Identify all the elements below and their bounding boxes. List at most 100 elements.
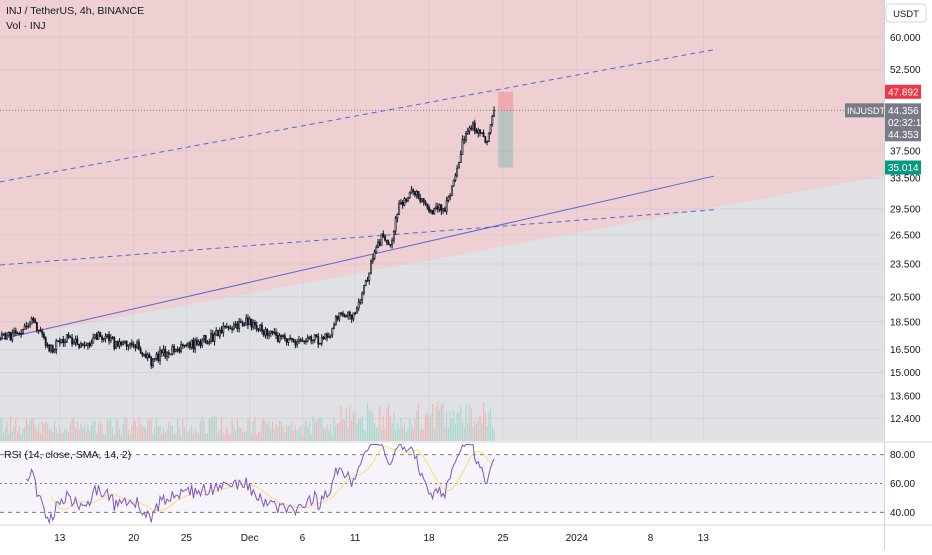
- candle-body: [394, 217, 397, 232]
- candle-body: [245, 317, 248, 326]
- volume-indicator-label[interactable]: Vol · INJ: [6, 20, 46, 32]
- volume-bar: [284, 433, 286, 441]
- candle-body: [415, 191, 418, 196]
- candle-body: [391, 239, 394, 246]
- candle-body: [69, 336, 72, 339]
- candle-body: [440, 204, 443, 212]
- candle-body: [310, 336, 313, 342]
- volume-bar: [247, 418, 249, 441]
- candle-body: [377, 241, 379, 248]
- candle-body: [181, 344, 184, 347]
- volume-bar: [468, 404, 471, 441]
- volume-bar: [361, 416, 363, 441]
- candle-body: [320, 336, 323, 344]
- dashed-trend-line[interactable]: [0, 49, 714, 183]
- volume-bar: [133, 417, 135, 441]
- candle-body: [134, 345, 137, 349]
- volume-bar: [289, 424, 291, 441]
- candle-body: [403, 198, 406, 206]
- volume-bar: [229, 434, 231, 441]
- candle-body: [401, 202, 404, 206]
- volume-bar: [217, 432, 219, 441]
- candle-body: [113, 337, 116, 349]
- candle-body: [188, 342, 191, 348]
- volume-bar: [126, 417, 128, 441]
- candle-body: [104, 335, 107, 339]
- candle-body: [222, 325, 225, 334]
- volume-bar: [449, 411, 451, 441]
- candle-body: [493, 109, 496, 117]
- volume-bar: [338, 423, 340, 441]
- volume-bar: [196, 431, 198, 441]
- candle-body: [213, 334, 216, 342]
- candle-body: [287, 338, 290, 343]
- candle-body: [65, 334, 68, 343]
- candle-body: [48, 344, 51, 352]
- currency-button[interactable]: USDT: [885, 3, 927, 23]
- volume-bar: [53, 420, 56, 441]
- channel-line[interactable]: [0, 175, 714, 340]
- candle-body: [283, 335, 286, 339]
- candle-body: [196, 339, 198, 345]
- position-tool[interactable]: [0, 91, 884, 168]
- volume-bar: [264, 421, 267, 441]
- volume-bar: [34, 424, 36, 441]
- candle-body: [120, 341, 123, 345]
- time-tick-label: 8: [648, 533, 654, 544]
- volume-bar: [326, 424, 328, 441]
- rsi-indicator-label[interactable]: RSI (14, close, SMA, 14, 2): [4, 449, 131, 461]
- time-tick-label: 2024: [566, 533, 589, 544]
- volume-bar: [344, 420, 346, 441]
- volume-bar: [62, 432, 64, 441]
- candle-body: [7, 332, 10, 337]
- volume-bar: [303, 425, 305, 441]
- time-axis[interactable]: 13 20 25 Dec 6 11 18 25 2024 8 13: [54, 533, 709, 544]
- candle-body: [285, 338, 288, 343]
- target-zone[interactable]: [498, 110, 514, 168]
- candle-body: [452, 179, 455, 187]
- stop-zone[interactable]: [498, 91, 514, 111]
- volume-bar: [454, 423, 456, 441]
- candle-body: [141, 352, 144, 356]
- symbol-title[interactable]: INJ / TetherUS, 4h, BINANCE: [6, 5, 144, 17]
- candle-body: [319, 342, 321, 345]
- candle-body: [433, 208, 436, 215]
- volume-bar: [296, 430, 298, 441]
- volume-bar: [157, 426, 159, 441]
- candle-body: [51, 345, 54, 353]
- volume-bar: [103, 433, 105, 441]
- candle-body: [231, 328, 234, 330]
- symbol-badge[interactable]: INJUSDT: [847, 106, 886, 116]
- candle-body: [371, 258, 374, 262]
- candle-body: [334, 315, 337, 325]
- channel-drawings[interactable]: [0, 0, 714, 340]
- candle-body: [343, 314, 346, 318]
- volume-bar: [120, 434, 122, 441]
- candle-body: [72, 341, 75, 345]
- volume-bar: [351, 420, 353, 441]
- volume-bar: [233, 425, 235, 441]
- volume-bar: [60, 432, 63, 441]
- candle-body: [449, 195, 452, 198]
- candle-body: [20, 332, 23, 335]
- volume-bar: [273, 429, 275, 441]
- volume-bar: [13, 426, 15, 441]
- candle-body: [6, 335, 8, 340]
- candle-body: [111, 337, 114, 339]
- candle-body: [227, 326, 230, 329]
- volume-bar: [491, 426, 493, 441]
- candle-body: [2, 333, 5, 336]
- volume-bar: [250, 433, 253, 441]
- price-tick-label: 60.000: [890, 33, 921, 44]
- volume-bar: [249, 419, 251, 441]
- candle-body: [313, 334, 316, 341]
- volume-bar: [317, 418, 319, 441]
- price-axis[interactable]: USDT 60.000 52.500 37.500 33.500 29.500 26.500…: [845, 3, 927, 519]
- candle-body: [389, 244, 392, 246]
- candle-body: [67, 334, 70, 338]
- dashed-trend-line[interactable]: [0, 209, 714, 266]
- volume-bar: [89, 430, 91, 441]
- candle-body: [78, 344, 81, 348]
- volume-bar: [372, 413, 374, 441]
